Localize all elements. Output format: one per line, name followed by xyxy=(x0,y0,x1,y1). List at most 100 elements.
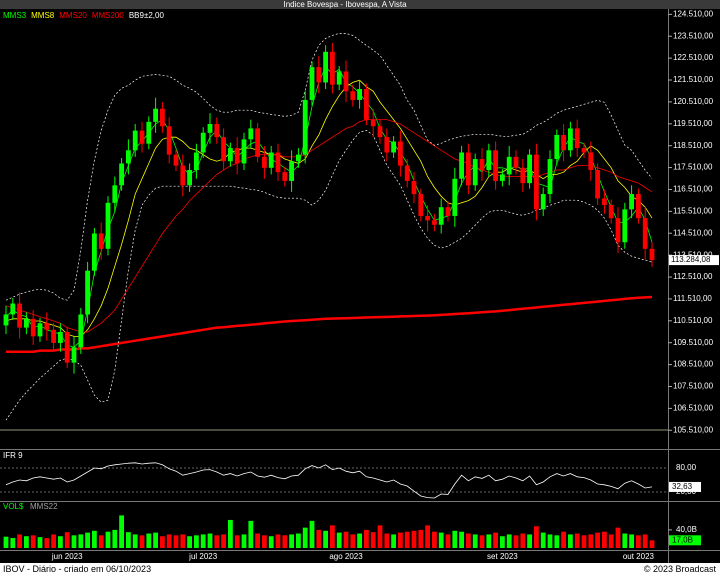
volume-bar xyxy=(377,525,383,548)
candle-body xyxy=(636,194,641,219)
candle-body xyxy=(452,178,458,216)
moving-average xyxy=(5,119,653,333)
volume-bar xyxy=(58,536,63,548)
volume-bar xyxy=(248,520,254,548)
y-tick-label: 107.510,00 xyxy=(673,382,714,391)
candle-body xyxy=(139,130,145,144)
volume-bar xyxy=(629,534,634,548)
last-value-box xyxy=(669,481,701,492)
candle-body xyxy=(343,71,349,92)
moving-average xyxy=(5,79,653,337)
candle-body xyxy=(153,108,158,122)
volume-bar xyxy=(452,530,458,548)
candle-body xyxy=(112,185,118,203)
volume-bar xyxy=(24,536,29,548)
candle-body xyxy=(221,137,226,162)
volume-bar xyxy=(602,531,607,548)
candle-body xyxy=(357,88,362,100)
volume-bar xyxy=(302,527,308,548)
volume-bar xyxy=(132,534,138,548)
volume-bar xyxy=(3,536,9,548)
volume-bar xyxy=(411,530,417,548)
volume-bar xyxy=(336,532,342,548)
candle-body xyxy=(336,71,342,85)
candle-body xyxy=(364,88,369,120)
volume-bar xyxy=(636,535,641,548)
candle-body xyxy=(520,167,526,184)
volume-bar xyxy=(472,534,478,548)
volume-bar xyxy=(588,534,594,548)
candle-body xyxy=(438,207,444,225)
volume-bar xyxy=(51,534,56,548)
volume-bar xyxy=(296,533,301,548)
volume-bar xyxy=(17,534,22,548)
volume-bar xyxy=(262,535,267,548)
y-tick-label: 113.510,00 xyxy=(673,250,713,259)
y-tick-label: 110.510,00 xyxy=(673,316,713,325)
title-bar xyxy=(0,0,720,9)
candle-body xyxy=(466,152,471,186)
volume-bar xyxy=(445,534,451,548)
volume-bar xyxy=(520,533,526,548)
candle-body xyxy=(241,139,247,164)
candle-body xyxy=(486,150,492,170)
candle-body xyxy=(534,154,539,210)
candle-body xyxy=(493,150,498,181)
volume-bar xyxy=(200,534,206,548)
candle-body xyxy=(119,163,124,186)
volume-bar xyxy=(547,534,553,548)
candle-body xyxy=(527,154,532,184)
y-tick-label: 123.510,00 xyxy=(673,31,714,40)
candle-body xyxy=(24,318,29,328)
volume-bar xyxy=(500,536,505,548)
y-tick-label: 105.510,00 xyxy=(673,425,714,434)
candle-body xyxy=(262,156,267,168)
volume-bar xyxy=(357,533,362,548)
volume-bar xyxy=(568,534,573,548)
y-tick-label: 106.510,00 xyxy=(673,403,714,412)
volume-bar xyxy=(228,519,233,548)
candle-body xyxy=(398,141,403,166)
volume-bar xyxy=(268,536,274,548)
volume-bar xyxy=(221,534,226,548)
y-tick-label: 109.510,00 xyxy=(673,338,714,347)
candle-body xyxy=(214,124,220,138)
volume-bar xyxy=(10,538,16,548)
candle-body xyxy=(649,248,655,261)
volume-bar xyxy=(180,534,186,548)
candle-body xyxy=(568,128,573,151)
candle-body xyxy=(37,323,43,337)
candle-body xyxy=(51,329,56,343)
volume-bar xyxy=(282,535,288,548)
y-tick-label: 122.510,00 xyxy=(673,53,714,62)
volume-bar xyxy=(534,526,539,548)
last-price-label: 113.284,08 xyxy=(671,255,711,264)
candle-body xyxy=(228,148,233,162)
volume-bar xyxy=(343,531,349,548)
candle-body xyxy=(44,323,50,330)
volume-bar xyxy=(581,535,587,548)
candle-body xyxy=(78,314,84,348)
y-tick-label: 115.510,00 xyxy=(673,206,713,215)
candle-body xyxy=(330,51,335,85)
candle-body xyxy=(309,67,315,100)
candle-body xyxy=(323,51,328,83)
last-value-box xyxy=(669,535,701,546)
y-tick-label: 114.510,00 xyxy=(673,228,713,237)
candle-body xyxy=(3,314,9,326)
candle-body xyxy=(173,154,179,166)
legend-entry: MMS20 xyxy=(59,11,87,20)
x-tick-label: out 2023 xyxy=(623,552,655,561)
candle-body xyxy=(10,303,16,315)
candle-body xyxy=(574,128,580,149)
bollinger-band xyxy=(5,33,653,301)
volume-bar xyxy=(194,535,199,548)
candle-body xyxy=(98,233,104,249)
footer-right: © 2023 Broadcast xyxy=(644,564,717,574)
chart-title: Indice Bovespa - Ibovespa, A Vista xyxy=(283,0,407,9)
volume-bar xyxy=(459,531,464,548)
candle-body xyxy=(622,209,628,243)
candle-body xyxy=(445,207,451,216)
candle-body xyxy=(391,141,396,153)
volume-bar xyxy=(554,535,560,548)
